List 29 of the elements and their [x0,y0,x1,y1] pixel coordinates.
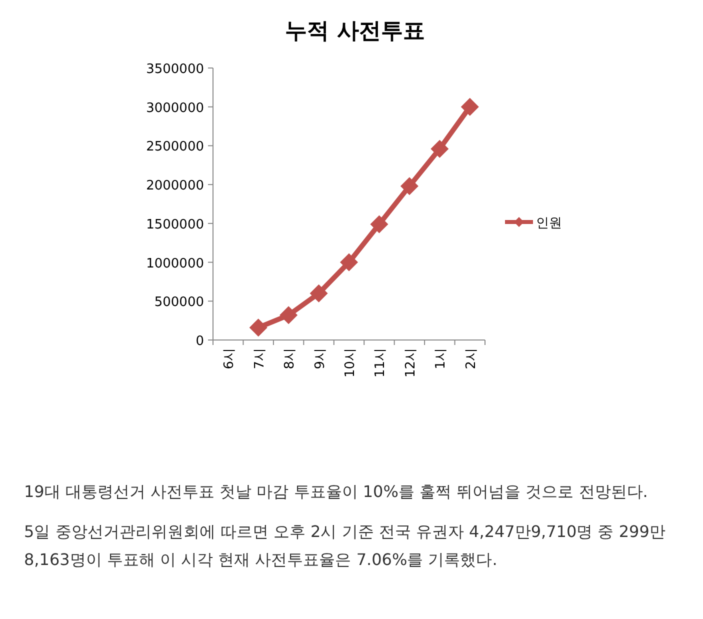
x-tick-label: 11시 [373,348,388,378]
y-tick-label: 3000000 [146,100,204,116]
y-tick-label: 2000000 [146,178,204,194]
point [280,306,298,324]
y-tick-label: 0 [196,334,204,349]
x-tick-label: 12시 [403,348,418,378]
point [340,253,358,272]
point [430,140,449,158]
point [310,284,328,302]
point [370,215,388,234]
x-tick-label: 6시 [222,348,238,370]
y-tick-label: 1500000 [146,217,204,232]
x-tick-label: 8시 [282,348,298,370]
text: 19대 대통령선거 사전투표 첫날 마감 투표율이 10%를 훌쩍 뛰어넘을 것으로 전망된다. [24,481,649,503]
y-tick-label: 1000000 [146,256,204,272]
y-tick-label: 3500000 [146,62,204,77]
point [400,177,418,196]
text: 5일 중앙선거관리위원회에 따르면 오후 2시 기준 전국 유권자 4,247만9,710명 중 299만8,163명이 투표해 이 시각 현재 사전투표율은 7.06%를 기록했다. [24,521,666,571]
x-tick-label: 2시 [464,348,479,370]
x-tick-label: 7시 [252,348,268,370]
point [249,318,268,337]
x-tick-label: 9시 [312,348,328,370]
y-tick-label: 500000 [154,295,204,310]
point [460,98,479,116]
x-tick-label: 1시 [434,348,449,370]
chart-title: 누적 사전투표 [285,19,425,44]
x-tick-label: 10시 [343,348,358,378]
y-tick-label: 2500000 [146,140,204,155]
legend-label: 인원 [536,216,562,231]
